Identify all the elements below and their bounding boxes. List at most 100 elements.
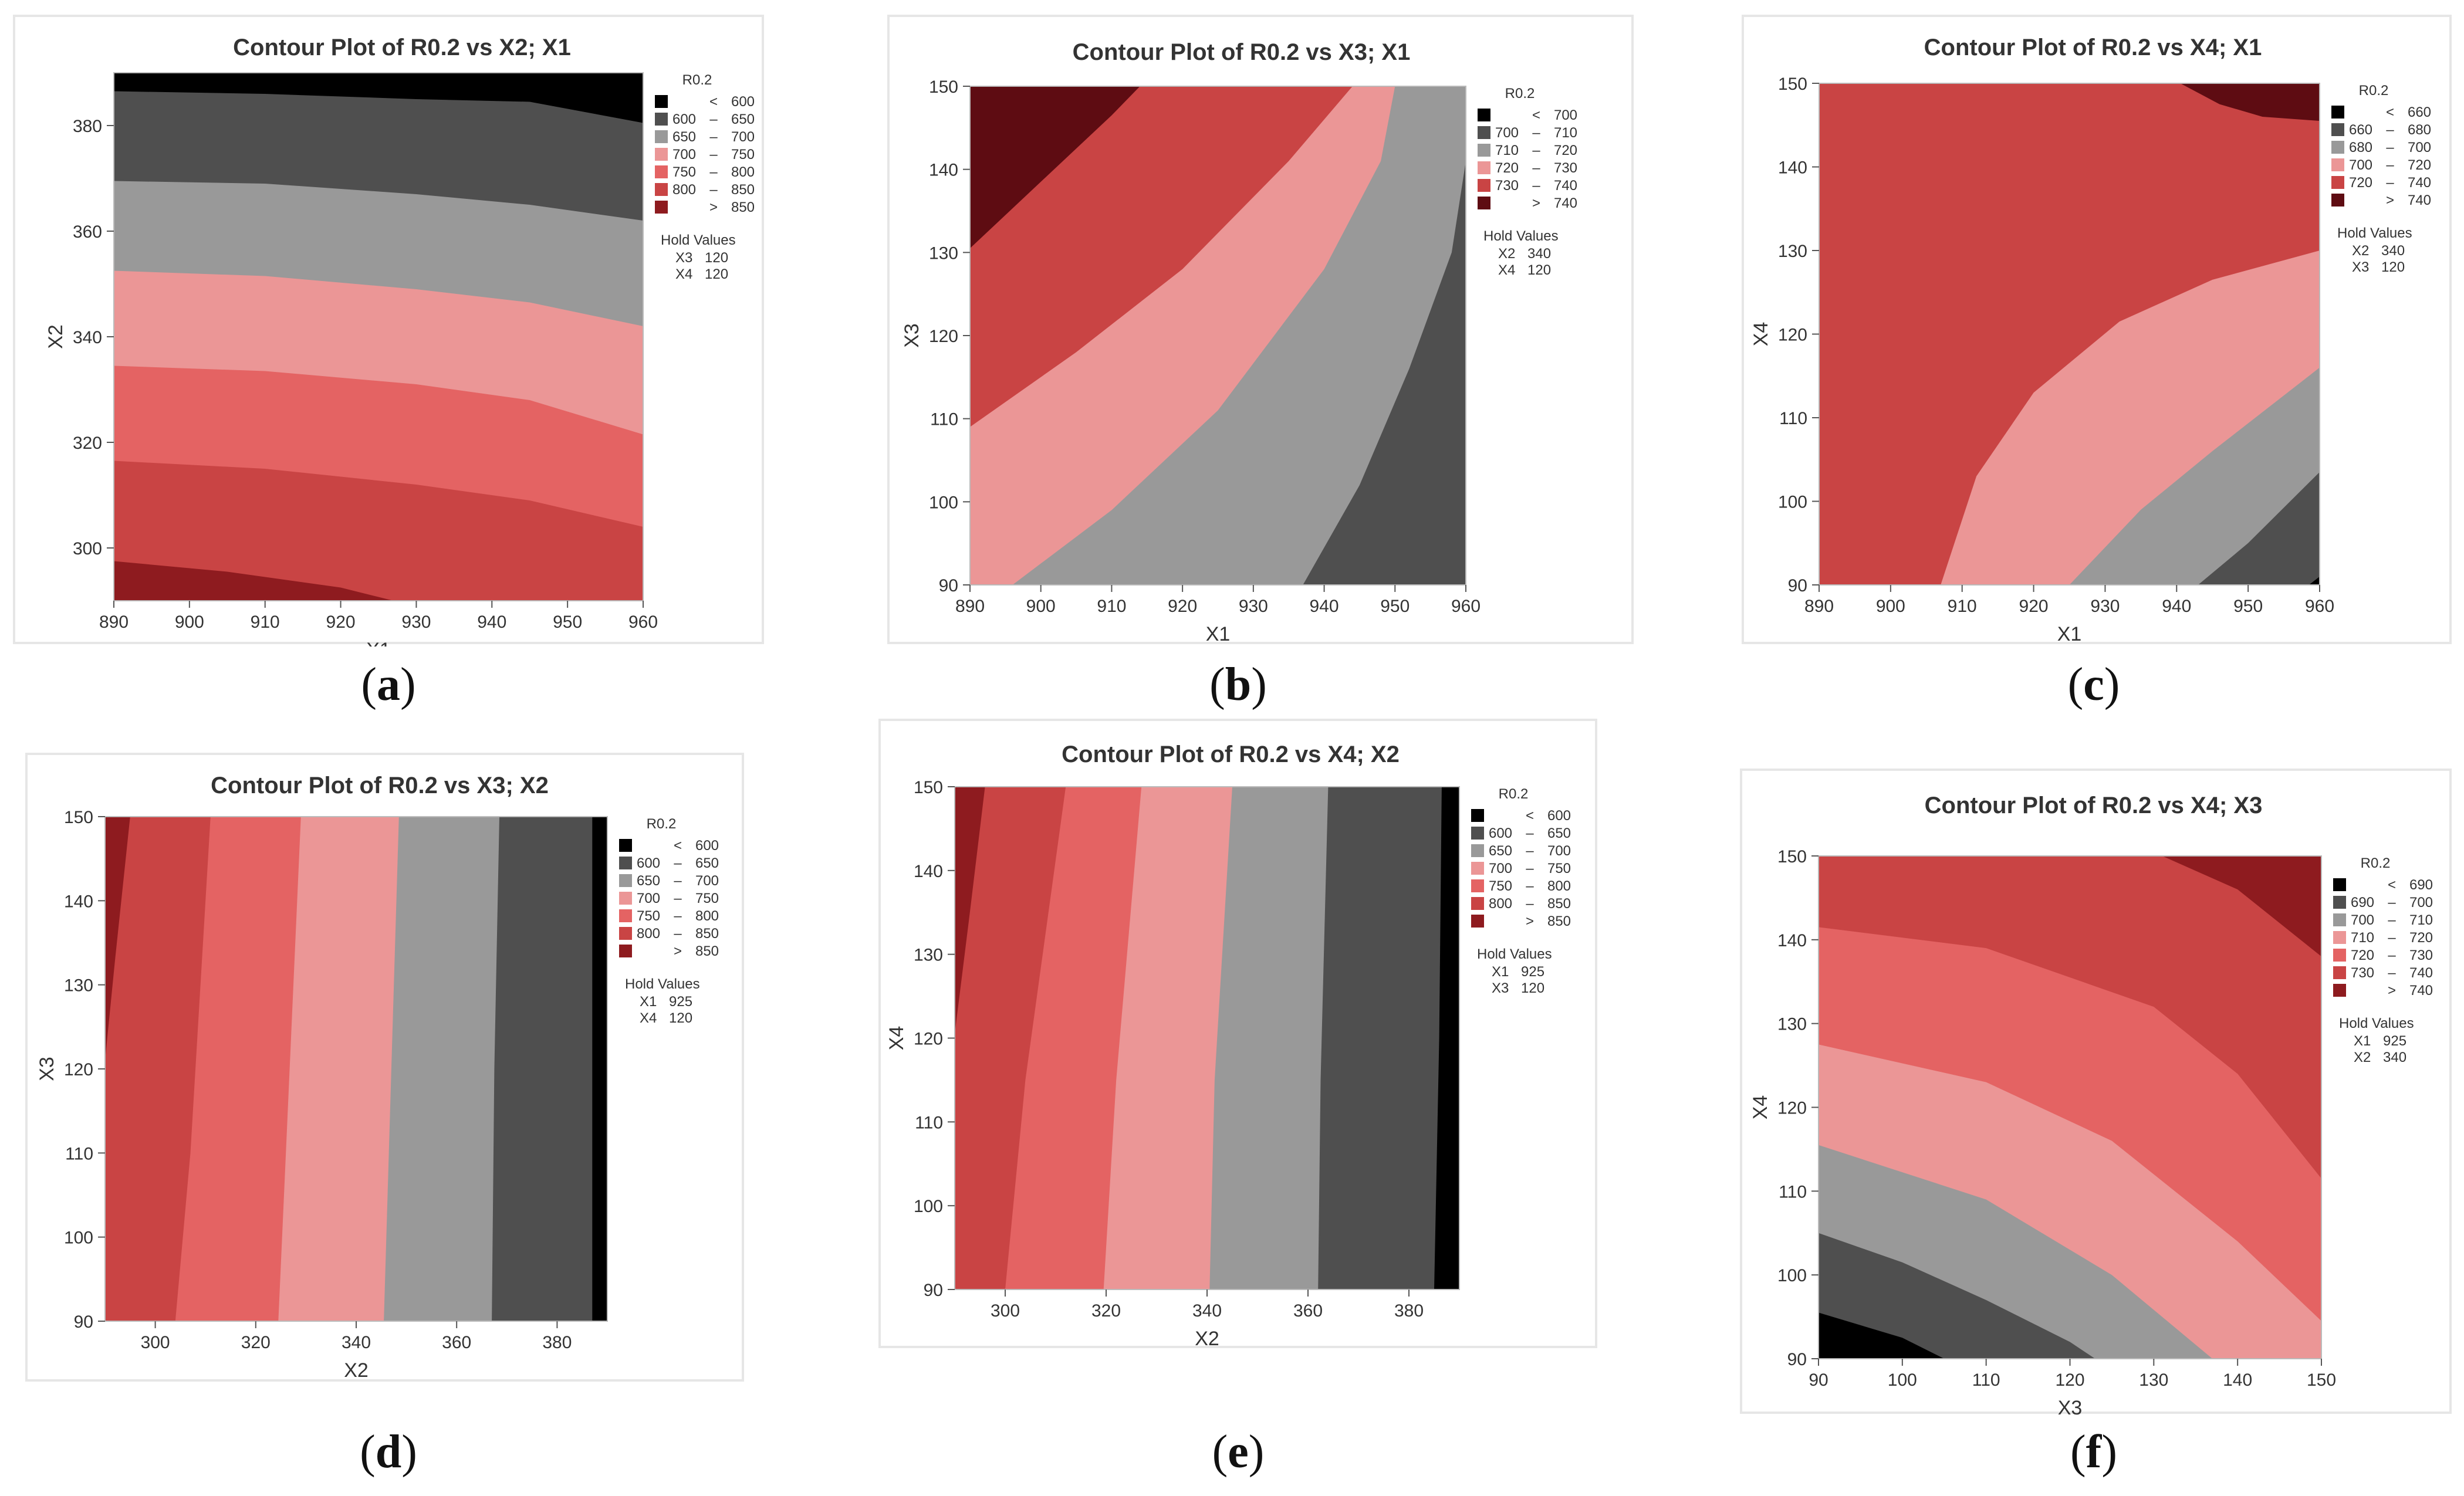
x-tick-label: 950 [2233, 597, 2263, 616]
legend-value: 600 [1547, 808, 1571, 824]
legend-swatch [2331, 106, 2344, 119]
y-axis-label: X4 [1750, 322, 1772, 347]
legend-value: 850 [695, 943, 719, 959]
legend-dash: – [1526, 878, 1534, 894]
legend-symbol: < [709, 94, 718, 110]
legend-swatch [2331, 194, 2344, 207]
y-tick-label: 100 [1777, 1266, 1807, 1285]
x-tick-label: 930 [1239, 597, 1268, 616]
chart-panel-b: Contour Plot of R0.2 vs X3; X1 890 900 910 9… [887, 15, 1634, 645]
panel-caption-b: (b) [1209, 659, 1267, 710]
legend-lo: 650 [1489, 843, 1512, 859]
legend-lo: 730 [2351, 965, 2374, 981]
panel-caption-c: (c) [2067, 659, 2120, 710]
x-tick-label: 910 [1097, 597, 1126, 616]
legend-symbol: > [2388, 983, 2396, 999]
legend-swatch [619, 857, 632, 869]
legend-dash: – [2388, 947, 2396, 963]
legend-dash: – [1526, 825, 1534, 841]
y-tick-label: 100 [1778, 493, 1807, 512]
legend-lo: 800 [1489, 896, 1512, 912]
legend-dash: – [674, 855, 682, 871]
legend-symbol: > [674, 943, 682, 959]
chart-title: Contour Plot of R0.2 vs X3; X1 [1073, 39, 1411, 65]
hold-name: X4 [1498, 262, 1515, 278]
legend-lo: 600 [672, 111, 696, 127]
y-tick-label: 110 [1779, 1182, 1807, 1201]
x-axis-label: X3 [2058, 1397, 2083, 1416]
contour-plot-c: Contour Plot of R0.2 vs X4; X1 890 900 910 9… [1750, 35, 2431, 645]
x-tick-label: 320 [241, 1333, 271, 1352]
x-tick-label: 960 [2305, 597, 2334, 616]
contour-plot-a: Contour Plot of R0.2 vs X2; X1 890 900 910 9… [45, 35, 755, 647]
x-tick-label: 340 [342, 1333, 371, 1352]
y-axis-label: X3 [36, 1057, 58, 1081]
y-tick-label: 130 [1777, 1015, 1807, 1034]
legend-hi: 730 [1554, 160, 1577, 176]
legend-swatch [655, 165, 668, 178]
x-tick-label: 890 [99, 612, 129, 632]
panel-caption-f: (f) [2070, 1426, 2117, 1478]
x-axis-label: X1 [366, 639, 391, 647]
legend-lo: 750 [1489, 878, 1512, 894]
legend-hi: 850 [695, 926, 719, 942]
legend-symbol: < [674, 838, 682, 854]
y-tick-label: 320 [73, 434, 102, 453]
legend-hi: 720 [2408, 157, 2431, 173]
legend-dash: – [1532, 178, 1540, 194]
panel-caption-a: (a) [361, 659, 416, 710]
legend-hi: 740 [2409, 965, 2433, 981]
legend-symbol: > [1526, 913, 1534, 929]
chart-panel-a: Contour Plot of R0.2 vs X2; X1 890 900 910 9… [13, 15, 764, 647]
x-tick-label: 930 [401, 612, 431, 632]
x-tick-label: 140 [2223, 1370, 2252, 1390]
legend-hi: 720 [2409, 930, 2433, 946]
legend-hi: 700 [1547, 843, 1571, 859]
y-tick-label: 120 [1778, 326, 1807, 345]
legend-lo: 660 [2349, 122, 2372, 138]
legend-swatch [2333, 949, 2346, 962]
legend-dash: – [709, 147, 718, 163]
x-tick-label: 110 [1972, 1370, 2000, 1390]
x-tick-label: 100 [1888, 1370, 1917, 1390]
legend-symbol: < [1526, 808, 1534, 824]
y-tick-label: 110 [930, 410, 958, 429]
legend-symbol: > [2386, 192, 2394, 208]
legend-dash: – [1532, 143, 1540, 158]
contour-band-850 [955, 787, 985, 1034]
hold-name: X2 [1498, 246, 1515, 262]
legend-dash: – [1532, 125, 1540, 141]
legend-swatch [619, 909, 632, 922]
chart-title: Contour Plot of R0.2 vs X3; X2 [211, 773, 549, 798]
legend-swatch [2331, 158, 2344, 171]
legend-swatch [655, 95, 668, 108]
legend-value: 660 [2408, 104, 2431, 120]
hold-values-title: Hold Values [625, 976, 700, 992]
hold-name: X1 [640, 994, 657, 1010]
chart-title: Contour Plot of R0.2 vs X2; X1 [233, 35, 571, 60]
legend-swatch [655, 148, 668, 161]
legend-lo: 710 [2351, 930, 2374, 946]
legend-swatch [1478, 126, 1490, 139]
contour-band-850 [114, 561, 394, 601]
x-tick-label: 380 [542, 1333, 572, 1352]
legend-value: 600 [731, 94, 755, 110]
legend-lo: 700 [1489, 861, 1512, 876]
legend-symbol: < [2388, 877, 2396, 893]
x-axis-label: X1 [2057, 623, 2082, 645]
y-tick-label: 140 [929, 161, 958, 180]
legend-dash: – [2388, 912, 2396, 928]
x-axis-label: X2 [344, 1359, 369, 1382]
y-tick-label: 150 [1778, 75, 1807, 94]
legend-swatch [619, 874, 632, 887]
legend-hi: 730 [2409, 947, 2433, 963]
legend-title: R0.2 [647, 816, 677, 832]
legend-swatch [1478, 144, 1490, 157]
x-tick-label: 90 [1809, 1370, 1828, 1390]
y-axis-label: X4 [885, 1026, 908, 1051]
legend-hi: 800 [731, 164, 755, 180]
x-tick-label: 940 [477, 612, 506, 632]
hold-name: X3 [1492, 980, 1509, 996]
x-tick-label: 900 [175, 612, 204, 632]
legend-swatch [1478, 197, 1490, 209]
